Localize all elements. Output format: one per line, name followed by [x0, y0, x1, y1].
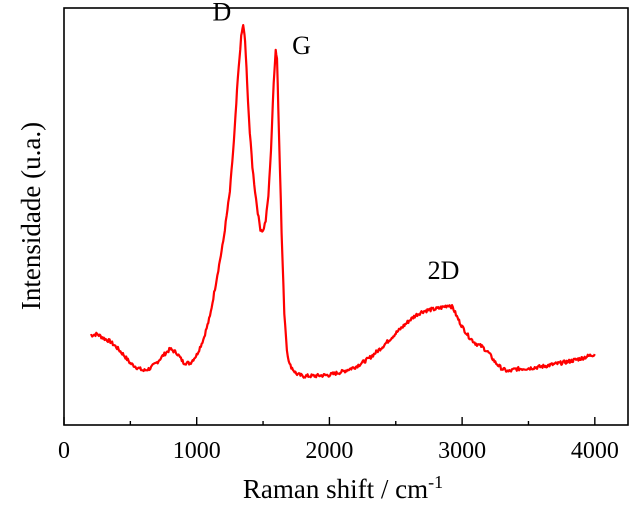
- x-tick-label: 4000: [571, 438, 619, 464]
- x-axis-ticks: [63, 417, 596, 425]
- y-axis-title: Intensidade (u.a.): [16, 122, 46, 310]
- peak-label-d: D: [213, 0, 232, 27]
- x-tick-label: 1000: [173, 438, 221, 464]
- peak-annotations: D G 2D: [213, 0, 460, 285]
- x-axis-title: Raman shift / cm-1: [243, 472, 443, 504]
- plot-frame: [63, 7, 629, 426]
- spectrum-line: [90, 24, 596, 379]
- x-axis-title-superscript: -1: [428, 472, 443, 492]
- x-axis-tick-labels: 0 1000 2000 3000 4000: [58, 438, 619, 464]
- x-tick-label: 0: [58, 438, 70, 464]
- peak-label-g: G: [292, 31, 311, 60]
- peak-label-2d: 2D: [428, 256, 460, 285]
- x-tick-label: 3000: [438, 438, 486, 464]
- x-tick-label: 2000: [305, 438, 353, 464]
